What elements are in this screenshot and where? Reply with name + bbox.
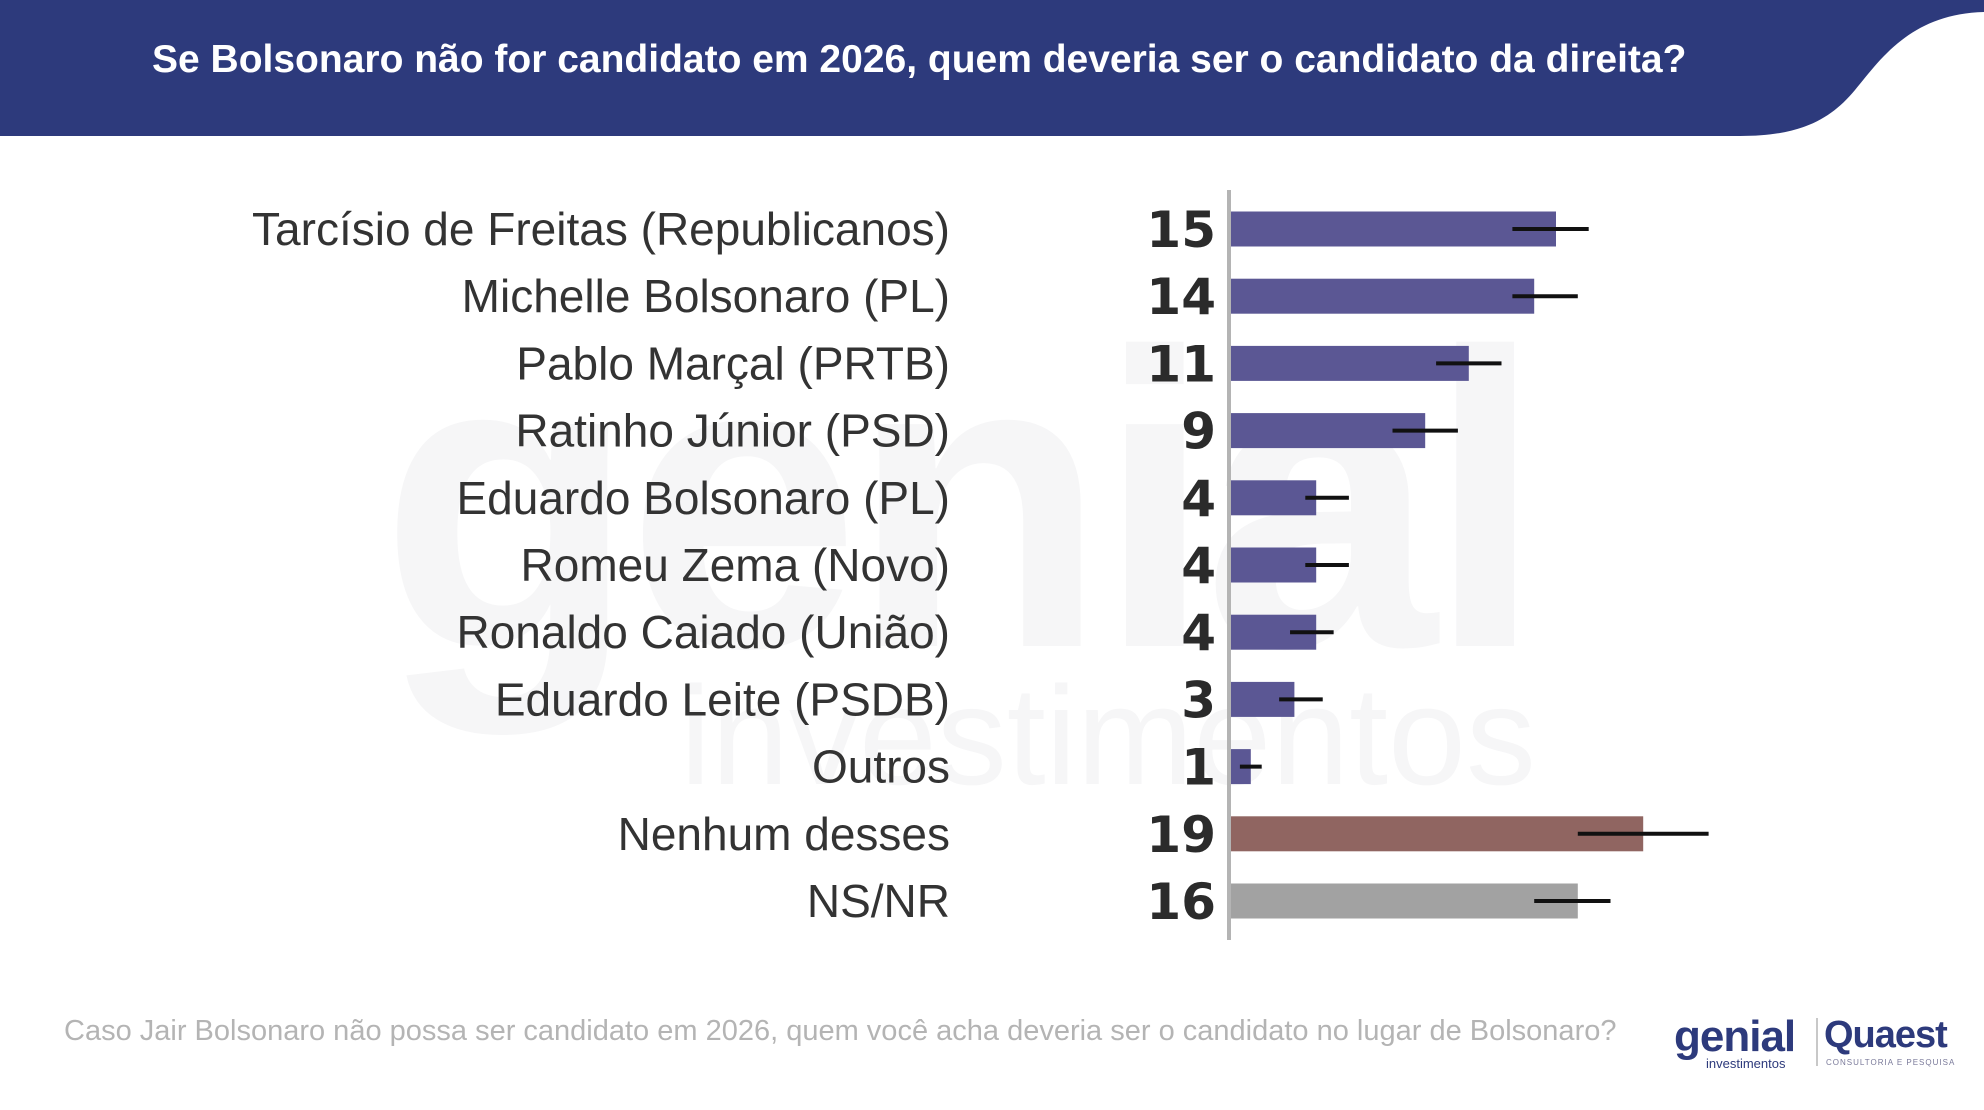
bar-9 xyxy=(1229,816,1644,852)
category-label-9: Nenhum desses xyxy=(618,808,950,860)
genial-logo: genial investimentos xyxy=(1674,1012,1806,1072)
category-label-2: Pablo Marçal (PRTB) xyxy=(516,337,950,389)
genial-logo-subtext: investimentos xyxy=(1706,1056,1786,1071)
value-label-6: 4 xyxy=(1181,604,1216,662)
bar-10 xyxy=(1229,883,1578,919)
category-label-10: NS/NR xyxy=(807,875,950,927)
category-label-4: Eduardo Bolsonaro (PL) xyxy=(456,472,950,524)
bar-0 xyxy=(1229,211,1556,247)
quaest-logo: Quaest CONSULTORIA E PESQUISA xyxy=(1824,1012,1954,1072)
value-label-3: 9 xyxy=(1181,403,1216,461)
quaest-logo-subtext: CONSULTORIA E PESQUISA xyxy=(1826,1058,1956,1067)
category-label-8: Outros xyxy=(812,741,950,793)
value-label-0: 15 xyxy=(1146,201,1216,259)
value-label-9: 19 xyxy=(1146,806,1216,864)
genial-logo-text: genial xyxy=(1674,1012,1796,1061)
quaest-logo-text: Quaest xyxy=(1824,1014,1948,1056)
value-label-5: 4 xyxy=(1181,537,1216,595)
chart-title: Se Bolsonaro não for candidato em 2026, … xyxy=(152,38,1687,81)
bar-1 xyxy=(1229,278,1535,314)
value-label-4: 4 xyxy=(1181,470,1216,528)
value-label-2: 11 xyxy=(1146,335,1216,393)
category-label-3: Ratinho Júnior (PSD) xyxy=(515,405,950,457)
survey-question-footnote: Caso Jair Bolsonaro não possa ser candid… xyxy=(64,1015,1617,1047)
bar-4 xyxy=(1229,480,1317,516)
category-label-5: Romeu Zema (Novo) xyxy=(521,539,950,591)
category-label-0: Tarcísio de Freitas (Republicanos) xyxy=(252,203,950,255)
value-label-1: 14 xyxy=(1146,268,1216,326)
bar-2 xyxy=(1229,345,1469,381)
category-label-7: Eduardo Leite (PSDB) xyxy=(495,673,950,725)
bar-5 xyxy=(1229,547,1317,583)
header-banner: Se Bolsonaro não for candidato em 2026, … xyxy=(0,0,1984,136)
header-background xyxy=(0,0,1984,136)
value-label-7: 3 xyxy=(1181,671,1216,729)
category-label-1: Michelle Bolsonaro (PL) xyxy=(462,270,950,322)
value-label-10: 16 xyxy=(1146,873,1216,931)
logo-divider xyxy=(1816,1018,1818,1066)
category-label-6: Ronaldo Caiado (União) xyxy=(456,606,950,658)
value-label-8: 1 xyxy=(1181,739,1216,797)
bar-chart: Tarcísio de Freitas (Republicanos) 15 Mich… xyxy=(252,190,1709,940)
